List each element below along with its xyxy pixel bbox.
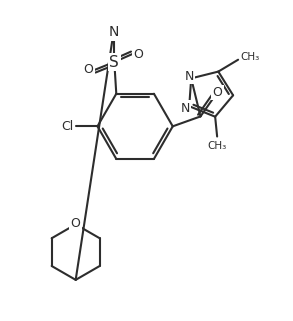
Text: O: O: [84, 64, 93, 76]
Text: N: N: [109, 25, 120, 39]
Text: N: N: [185, 70, 194, 83]
Text: N: N: [180, 102, 190, 115]
Text: Cl: Cl: [62, 120, 74, 133]
Text: S: S: [109, 55, 119, 70]
Text: CH₃: CH₃: [240, 52, 259, 62]
Text: CH₃: CH₃: [207, 142, 227, 152]
Text: O: O: [133, 48, 143, 61]
Text: O: O: [212, 86, 222, 99]
Text: O: O: [71, 217, 81, 230]
